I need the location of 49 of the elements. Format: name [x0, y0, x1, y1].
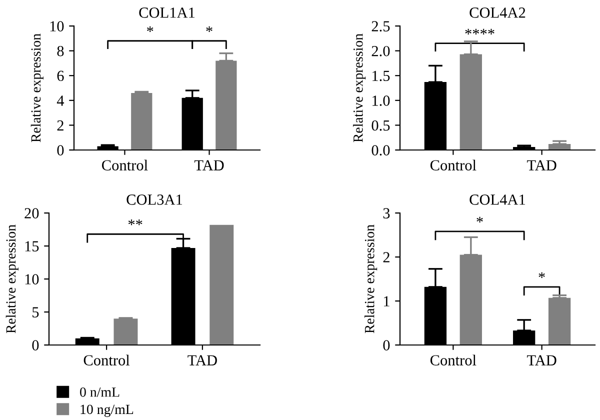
y-tick-label: 0: [32, 340, 39, 350]
y-tick-label: 1: [384, 296, 390, 306]
x-tick-label: Control: [430, 354, 476, 366]
y-tick-label: 0.5: [372, 120, 390, 131]
annotation: *: [206, 26, 212, 32]
y-tick-label: 8: [57, 46, 64, 56]
legend-label: 0 n/mL: [80, 387, 120, 397]
y-tick-label: 15: [25, 241, 39, 252]
y-tick-label: 2.0: [372, 46, 390, 56]
y-tick-label: 20: [24, 208, 39, 218]
y-tick-label: 2: [383, 252, 390, 262]
y-tick-label: 6: [57, 70, 64, 82]
y-tick-label: 0: [57, 145, 64, 156]
annotation: *: [476, 216, 483, 223]
y-tick-label: 3: [383, 208, 390, 218]
x-tick-label: TAD: [194, 160, 224, 170]
x-tick-label: Control: [430, 160, 476, 170]
y-tick-label: 1.5: [372, 70, 390, 82]
y-tick-label: 0.0: [372, 145, 390, 156]
chart-title: COL4A2: [470, 8, 526, 18]
y-tick-label: 10: [25, 274, 39, 284]
x-tick-label: TAD: [527, 160, 556, 170]
y-axis-title: Relative expression: [6, 224, 18, 334]
y-tick-label: 1.0: [372, 96, 390, 106]
chart-title: COL1A1: [139, 8, 195, 18]
y-tick-label: 2: [57, 120, 64, 130]
x-tick-label: TAD: [188, 355, 217, 366]
y-axis-title: Relative expression: [353, 34, 366, 142]
annotation: **: [128, 220, 142, 226]
legend-label: 10 ng/mL: [80, 404, 134, 417]
x-tick-label: Control: [102, 160, 148, 170]
bar: [548, 298, 571, 345]
y-tick-label: 5: [32, 307, 39, 318]
annotation: *: [538, 272, 545, 278]
bar: [210, 224, 234, 345]
annotation: ****: [465, 28, 494, 34]
bar: [131, 92, 152, 150]
chart-title: COL3A1: [126, 194, 182, 205]
x-tick-label: TAD: [527, 355, 556, 366]
bar: [114, 318, 138, 345]
y-tick-label: 10: [50, 21, 64, 32]
annotation: *: [147, 26, 154, 32]
y-tick-label: 2.5: [372, 21, 390, 32]
y-axis-title: Relative expression: [30, 34, 44, 142]
y-tick-label: 0: [383, 340, 390, 350]
y-axis-title: Relative expression: [364, 224, 378, 334]
y-tick-label: 4: [56, 96, 64, 106]
chart-title: COL4A1: [470, 194, 526, 205]
x-tick-label: Control: [84, 354, 130, 366]
